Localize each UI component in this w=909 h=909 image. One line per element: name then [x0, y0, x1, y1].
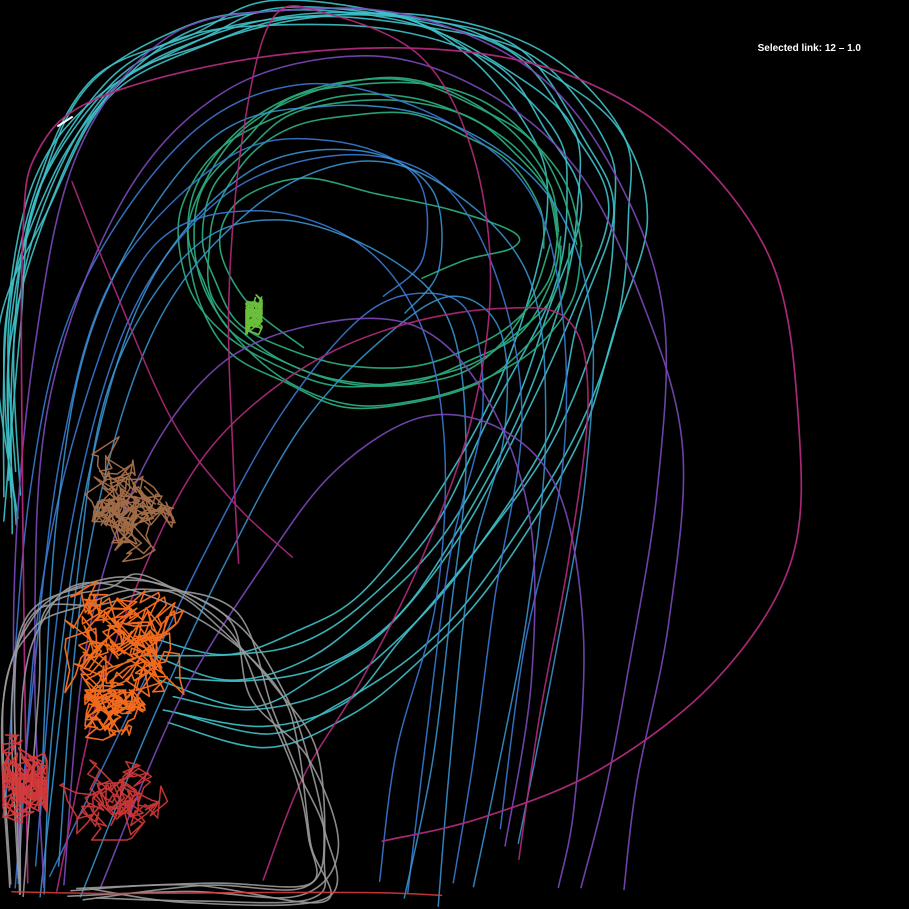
sky-trajectory[interactable] — [39, 219, 467, 899]
selected-link-readout: Selected link: 12 – 1.0 — [758, 43, 861, 54]
sky-trajectory[interactable] — [57, 160, 547, 888]
red-trajectory[interactable] — [11, 891, 443, 897]
blue-trajectory[interactable] — [14, 137, 429, 889]
selected-link-value: 12 – 1.0 — [824, 43, 861, 54]
lime-trajectory[interactable] — [245, 294, 263, 336]
teal-trajectory[interactable] — [6, 11, 649, 749]
purple-trajectory[interactable] — [33, 54, 685, 891]
teal-trajectory[interactable] — [7, 7, 549, 656]
green-trajectory[interactable] — [201, 98, 559, 369]
magenta-trajectory[interactable] — [71, 180, 294, 558]
green-trajectory[interactable] — [187, 76, 562, 386]
teal-trajectory[interactable] — [7, 0, 568, 657]
sky-trajectory[interactable] — [43, 148, 443, 895]
selected-link-prefix: Selected link: — [757, 43, 823, 54]
teal-trajectory[interactable] — [12, 23, 583, 681]
gray-trajectory[interactable] — [19, 581, 332, 904]
green-trajectory[interactable] — [177, 93, 562, 388]
gray-trajectory[interactable] — [22, 573, 318, 898]
blue-trajectory[interactable] — [4, 82, 568, 830]
blue-trajectory[interactable] — [34, 153, 523, 884]
red-trajectory[interactable] — [2, 734, 48, 824]
trajectory-layer — [0, 0, 803, 907]
green-trajectory[interactable] — [218, 177, 521, 349]
magenta-trajectory[interactable] — [227, 5, 492, 881]
brown-trajectory[interactable] — [84, 436, 176, 563]
teal-trajectory[interactable] — [3, 13, 615, 711]
red-trajectory[interactable] — [59, 759, 169, 841]
orange-trajectory[interactable] — [84, 689, 146, 741]
blue-trajectory[interactable] — [49, 292, 484, 894]
purple-trajectory[interactable] — [12, 7, 668, 889]
green-trajectory[interactable] — [206, 111, 552, 388]
magenta-trajectory[interactable] — [20, 46, 803, 884]
sky-trajectory[interactable] — [39, 104, 595, 845]
blue-trajectory[interactable] — [17, 210, 447, 884]
gray-trajectory[interactable] — [13, 579, 325, 901]
sky-trajectory[interactable] — [79, 295, 509, 907]
green-trajectory[interactable] — [193, 81, 583, 407]
white-trajectory-fragment[interactable] — [57, 116, 73, 127]
teal-trajectory[interactable] — [0, 15, 617, 728]
teal-trajectory[interactable] — [2, 6, 610, 708]
purple-trajectory[interactable] — [99, 413, 585, 890]
teal-trajectory[interactable] — [10, 12, 633, 735]
orange-trajectory[interactable] — [64, 580, 185, 710]
